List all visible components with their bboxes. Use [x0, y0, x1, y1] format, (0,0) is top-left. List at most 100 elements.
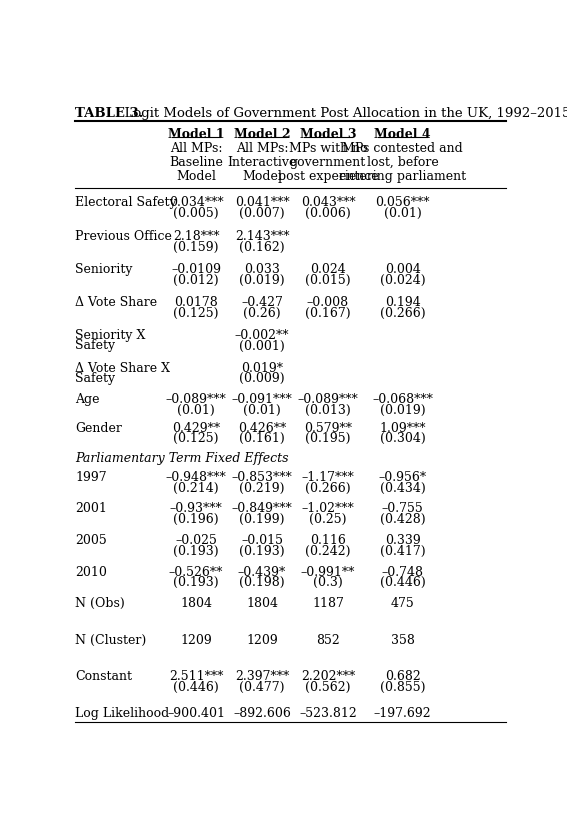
Text: Model 3: Model 3 — [300, 128, 356, 141]
Text: 2.18***: 2.18*** — [173, 230, 219, 243]
Text: –0.008: –0.008 — [307, 296, 349, 309]
Text: Log Likelihood: Log Likelihood — [75, 706, 170, 719]
Text: (0.198): (0.198) — [239, 576, 285, 589]
Text: Safety: Safety — [75, 372, 116, 385]
Text: Previous Office: Previous Office — [75, 230, 172, 243]
Text: Seniority X: Seniority X — [75, 328, 146, 342]
Text: (0.446): (0.446) — [174, 681, 219, 693]
Text: MPs contested and: MPs contested and — [342, 142, 463, 155]
Text: Constant: Constant — [75, 670, 132, 682]
Text: (0.26): (0.26) — [243, 306, 281, 319]
Text: Δ Vote Share X: Δ Vote Share X — [75, 361, 170, 374]
Text: (0.006): (0.006) — [305, 206, 351, 219]
Text: 1804: 1804 — [246, 596, 278, 609]
Text: (0.219): (0.219) — [239, 481, 285, 494]
Text: (0.125): (0.125) — [174, 306, 219, 319]
Text: (0.001): (0.001) — [239, 339, 285, 352]
Text: 1804: 1804 — [180, 596, 212, 609]
Text: (0.125): (0.125) — [174, 432, 219, 445]
Text: –900.401: –900.401 — [167, 706, 225, 719]
Text: 0.579**: 0.579** — [304, 421, 352, 434]
Text: –0.526**: –0.526** — [169, 565, 223, 578]
Text: Model: Model — [242, 170, 282, 183]
Text: (0.019): (0.019) — [239, 274, 285, 287]
Text: 0.041***: 0.041*** — [235, 196, 289, 209]
Text: Δ Vote Share: Δ Vote Share — [75, 296, 158, 309]
Text: 0.0178: 0.0178 — [174, 296, 218, 309]
Text: 358: 358 — [391, 633, 414, 646]
Text: (0.009): (0.009) — [239, 372, 285, 385]
Text: –523.812: –523.812 — [299, 706, 357, 719]
Text: (0.015): (0.015) — [305, 274, 351, 287]
Text: (0.434): (0.434) — [380, 481, 425, 494]
Text: Age: Age — [75, 393, 100, 405]
Text: –0.089***: –0.089*** — [298, 393, 358, 405]
Text: 2005: 2005 — [75, 533, 107, 546]
Text: 0.043***: 0.043*** — [301, 196, 356, 209]
Text: Model 1: Model 1 — [168, 128, 225, 141]
Text: –0.748: –0.748 — [382, 565, 424, 578]
Text: (0.242): (0.242) — [305, 544, 350, 557]
Text: (0.012): (0.012) — [174, 274, 219, 287]
Text: (0.005): (0.005) — [174, 206, 219, 219]
Text: –892.606: –892.606 — [233, 706, 291, 719]
Text: (0.019): (0.019) — [380, 404, 425, 416]
Text: Model: Model — [176, 170, 216, 183]
Text: 0.033: 0.033 — [244, 263, 280, 276]
Text: (0.01): (0.01) — [243, 404, 281, 416]
Text: –1.17***: –1.17*** — [302, 470, 354, 483]
Text: (0.193): (0.193) — [174, 576, 219, 589]
Text: –0.439*: –0.439* — [238, 565, 286, 578]
Text: (0.167): (0.167) — [305, 306, 351, 319]
Text: –0.089***: –0.089*** — [166, 393, 226, 405]
Text: 2.397***: 2.397*** — [235, 670, 289, 682]
Text: –0.025: –0.025 — [175, 533, 217, 546]
Text: –0.853***: –0.853*** — [232, 470, 293, 483]
Text: 0.024: 0.024 — [310, 263, 346, 276]
Text: Model 2: Model 2 — [234, 128, 290, 141]
Text: (0.446): (0.446) — [380, 576, 425, 589]
Text: (0.3): (0.3) — [313, 576, 343, 589]
Text: 1209: 1209 — [246, 633, 278, 646]
Text: (0.159): (0.159) — [174, 241, 219, 254]
Text: (0.162): (0.162) — [239, 241, 285, 254]
Text: Electoral Safety: Electoral Safety — [75, 196, 177, 209]
Text: Interactive: Interactive — [227, 156, 297, 169]
Text: 0.019*: 0.019* — [241, 361, 283, 374]
Text: Seniority: Seniority — [75, 263, 133, 276]
Text: 0.034***: 0.034*** — [169, 196, 223, 209]
Text: –0.002**: –0.002** — [235, 328, 289, 342]
Text: 0.429**: 0.429** — [172, 421, 220, 434]
Text: (0.196): (0.196) — [174, 513, 219, 526]
Text: (0.266): (0.266) — [380, 306, 425, 319]
Text: 0.682: 0.682 — [385, 670, 421, 682]
Text: Gender: Gender — [75, 421, 122, 434]
Text: –0.991**: –0.991** — [301, 565, 355, 578]
Text: 0.116: 0.116 — [310, 533, 346, 546]
Text: –0.755: –0.755 — [382, 502, 424, 515]
Text: (0.304): (0.304) — [380, 432, 425, 445]
Text: –0.427: –0.427 — [241, 296, 283, 309]
Text: post experience: post experience — [278, 170, 378, 183]
Text: –0.068***: –0.068*** — [372, 393, 433, 405]
Text: (0.195): (0.195) — [305, 432, 350, 445]
Text: (0.024): (0.024) — [380, 274, 425, 287]
Text: Parliamentary Term Fixed Effects: Parliamentary Term Fixed Effects — [75, 451, 289, 464]
Text: N (Cluster): N (Cluster) — [75, 633, 146, 646]
Text: (0.266): (0.266) — [305, 481, 351, 494]
Text: All MPs:: All MPs: — [236, 142, 288, 155]
Text: –0.948***: –0.948*** — [166, 470, 226, 483]
Text: 1209: 1209 — [180, 633, 212, 646]
Text: 0.339: 0.339 — [385, 533, 421, 546]
Text: (0.013): (0.013) — [305, 404, 351, 416]
Text: 1187: 1187 — [312, 596, 344, 609]
Text: government: government — [290, 156, 366, 169]
Text: (0.161): (0.161) — [239, 432, 285, 445]
Text: 2.202***: 2.202*** — [301, 670, 355, 682]
Text: Model 4: Model 4 — [374, 128, 431, 141]
Text: (0.477): (0.477) — [239, 681, 285, 693]
Text: 2001: 2001 — [75, 502, 107, 515]
Text: –0.849***: –0.849*** — [232, 502, 293, 515]
Text: –0.015: –0.015 — [241, 533, 283, 546]
Text: 0.194: 0.194 — [385, 296, 421, 309]
